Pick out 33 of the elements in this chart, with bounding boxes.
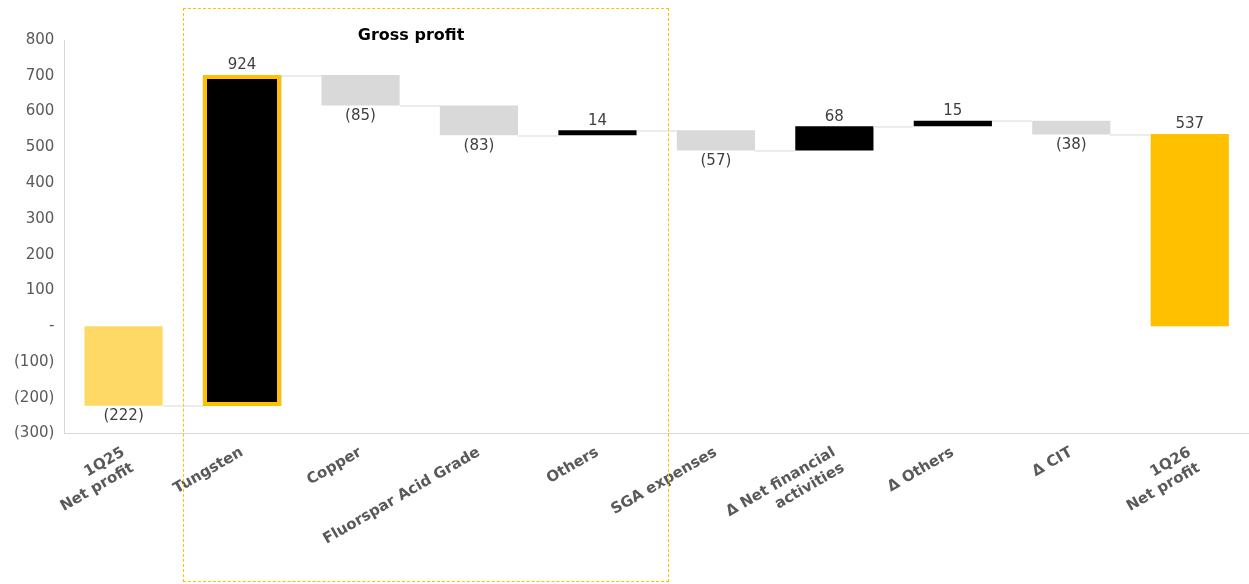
y-tick-label: (300) [13, 423, 55, 442]
y-tick-label: (100) [13, 351, 55, 370]
bar [321, 75, 400, 106]
data-label: 68 [824, 106, 844, 125]
data-label: (57) [700, 150, 732, 169]
bar [558, 130, 637, 136]
y-tick-label: 700 [25, 65, 55, 84]
data-label: (83) [463, 135, 495, 154]
data-label: (38) [1055, 134, 1087, 153]
y-tick-label: 500 [25, 137, 55, 156]
y-tick-label: 300 [25, 208, 55, 227]
y-tick-label: 800 [25, 29, 55, 48]
data-label: (85) [345, 105, 376, 124]
annotation: Gross profit [357, 25, 465, 44]
bar [1150, 134, 1229, 327]
y-tick-label: 100 [25, 280, 55, 299]
data-label: 924 [227, 55, 257, 74]
bar [913, 120, 992, 127]
data-label: 537 [1175, 114, 1205, 133]
bar [676, 130, 755, 151]
y-tick-label: (200) [13, 387, 55, 406]
x-tick-label: Δ CIT [1028, 442, 1076, 480]
bar [1032, 120, 1111, 135]
y-tick-label: - [48, 316, 55, 335]
data-label: (222) [103, 406, 144, 425]
data-label: 15 [943, 101, 963, 120]
bar [439, 105, 519, 136]
data-label: 14 [587, 110, 607, 129]
y-tick-label: 200 [25, 244, 55, 263]
bar [795, 126, 874, 151]
y-tick-label: 600 [25, 101, 55, 120]
bar [84, 326, 163, 406]
y-tick-label: 400 [25, 173, 55, 191]
